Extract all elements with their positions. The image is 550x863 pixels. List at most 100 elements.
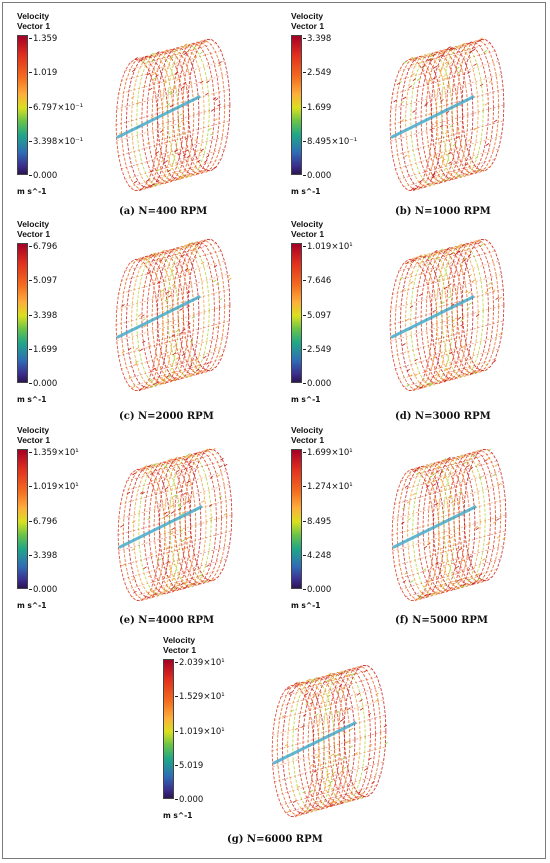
vector-arrow — [340, 686, 345, 690]
vector-arrow — [157, 281, 161, 284]
vector-arrow — [304, 693, 309, 696]
tick-label: 1.019 — [28, 68, 58, 78]
vector-arrow — [329, 800, 334, 804]
vector-arrow — [150, 115, 154, 119]
vector-line — [394, 484, 467, 505]
vector-line — [426, 148, 499, 170]
vector-arrow — [343, 731, 347, 735]
vector-line — [136, 449, 209, 470]
panel-caption: (b) N=1000 RPM — [395, 206, 491, 217]
vector-arrow — [457, 500, 461, 504]
vector-line — [141, 449, 214, 470]
vector-line — [311, 761, 384, 782]
vector-line — [134, 239, 207, 260]
vector-ring — [158, 457, 202, 590]
vector-arrow — [424, 593, 429, 597]
vector-arrow — [410, 259, 414, 263]
vector-arrow — [174, 149, 178, 153]
vector-line — [418, 166, 491, 187]
low-velocity-streak — [392, 505, 477, 549]
vector-arrow — [131, 69, 136, 73]
vector-arrow — [443, 379, 447, 383]
vector-arrow — [456, 66, 460, 70]
vector-arrow — [184, 137, 189, 140]
vector-arrow — [375, 692, 379, 696]
vector-arrow — [147, 517, 151, 521]
vector-arrow — [358, 796, 362, 799]
vector-ring — [297, 677, 341, 810]
vector-arrow — [402, 580, 407, 583]
vector-arrow — [407, 474, 411, 477]
vector-arrow — [462, 257, 467, 261]
vector-ring — [415, 51, 459, 184]
vector-line — [426, 260, 499, 282]
vector-arrow — [166, 546, 170, 549]
vector-arrow — [329, 804, 334, 807]
vector-arrow — [469, 467, 473, 470]
vector-arrow — [182, 153, 187, 157]
vector-line — [274, 700, 347, 721]
vector-arrow — [476, 239, 481, 243]
vector-arrow — [182, 328, 186, 332]
vector-line — [395, 148, 468, 170]
vector-arrow — [331, 674, 336, 677]
vector-arrow — [449, 124, 454, 128]
vector-arrow — [175, 356, 180, 360]
vector-arrow — [409, 56, 414, 60]
color-scale-bar — [291, 35, 302, 175]
vector-arrow — [469, 372, 474, 375]
vector-line — [401, 460, 474, 481]
vector-arrow — [451, 319, 455, 323]
tick-label: 5.097 — [28, 276, 58, 286]
vector-arrow — [183, 467, 187, 471]
vector-line — [155, 135, 228, 156]
vector-line — [304, 785, 377, 806]
vector-arrow — [187, 453, 191, 456]
vector-line — [429, 274, 502, 295]
vector-arrow — [404, 154, 408, 158]
vector-arrow — [187, 268, 191, 272]
vector-arrow — [415, 597, 420, 601]
vector-line — [415, 580, 488, 601]
vector-arrow — [212, 447, 216, 451]
vector-arrow — [331, 800, 335, 804]
vector-arrow — [446, 83, 450, 87]
vector-arrow — [199, 150, 203, 154]
panel-caption: (c) N=2000 RPM — [119, 411, 214, 422]
vector-line — [285, 669, 358, 690]
vector-line — [285, 792, 358, 813]
vector-arrow — [413, 187, 417, 191]
vector-line — [390, 288, 463, 310]
vector-arrow — [131, 548, 135, 552]
vector-arrow — [486, 457, 491, 460]
vector-arrow — [313, 770, 317, 773]
vector-arrow — [188, 461, 193, 464]
color-scale-bar — [17, 35, 28, 175]
vector-line — [390, 120, 463, 142]
unit-label: m s^-1 — [291, 395, 321, 404]
vector-arrow — [446, 315, 451, 319]
panel-g: Velocity Vector 1 2.039×10¹ 1.529×10¹ 1.0… — [157, 631, 427, 856]
vector-arrow — [435, 372, 439, 376]
vector-arrow — [478, 573, 483, 577]
vector-arrow — [203, 580, 208, 583]
vector-arrow — [326, 772, 331, 776]
vector-arrow — [417, 385, 421, 388]
vector-arrow — [198, 43, 202, 47]
vector-line — [116, 320, 189, 342]
vector-arrow — [168, 458, 172, 461]
vector-arrow — [200, 148, 204, 152]
vector-line — [155, 335, 228, 356]
vector-line — [390, 320, 463, 342]
vector-arrow — [173, 378, 177, 382]
vector-arrow — [189, 374, 193, 377]
vector-arrow — [424, 103, 428, 107]
vector-arrow — [176, 469, 180, 473]
vector-arrow — [471, 279, 476, 283]
vector-arrow — [495, 297, 499, 300]
vector-arrow — [160, 159, 165, 163]
panel-f: Velocity Vector 1 1.699×10¹ 1.274×10¹ 8.4… — [285, 421, 545, 636]
vector-arrow — [480, 243, 484, 247]
vector-line — [410, 449, 483, 470]
vector-arrow — [203, 40, 207, 44]
